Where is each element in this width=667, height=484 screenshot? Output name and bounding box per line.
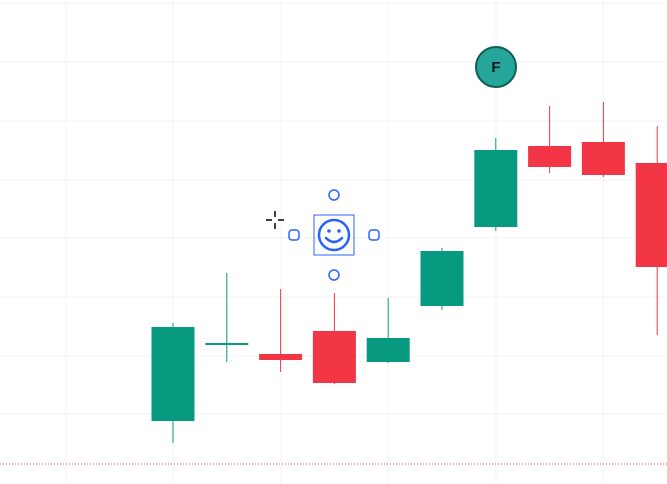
resize-handle[interactable] (368, 229, 380, 241)
candle-body (259, 354, 303, 360)
smiley-face[interactable] (317, 218, 351, 252)
candles (151, 102, 667, 443)
candle-body (528, 146, 572, 167)
marker-circle[interactable] (475, 46, 517, 88)
marker-label: F (491, 59, 500, 76)
candle-body (474, 150, 518, 227)
smiley-mouth (324, 236, 344, 244)
cursor-center (272, 217, 278, 223)
earnings-marker[interactable]: F (475, 46, 517, 88)
candle-body (151, 327, 195, 421)
candle-body (420, 251, 464, 306)
candle-body (635, 163, 667, 267)
sticker[interactable] (288, 189, 380, 281)
candle-body (581, 142, 625, 175)
resize-handle[interactable] (288, 229, 300, 241)
candle-body (366, 338, 410, 362)
smiley-eye (327, 229, 331, 233)
candle-body (205, 343, 249, 345)
selection-box (313, 214, 355, 256)
smiley-eye (337, 229, 341, 233)
cursor (266, 211, 284, 229)
resize-handle[interactable] (328, 269, 340, 281)
rotate-handle[interactable] (328, 189, 340, 201)
candle-body (312, 331, 356, 383)
